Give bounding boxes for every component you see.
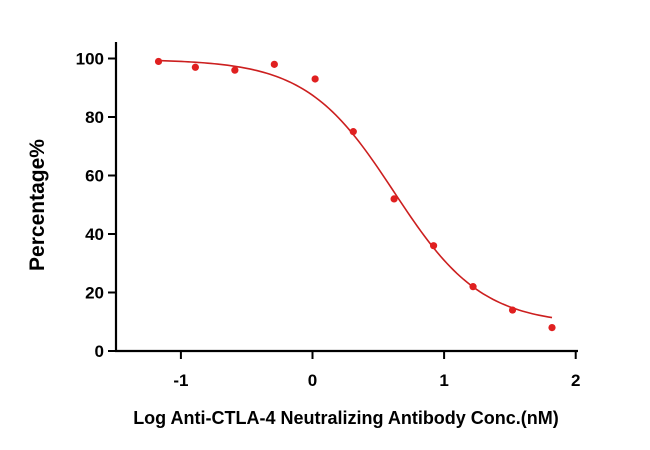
data-point [469,283,477,291]
y-tick-label: 40 [85,225,104,244]
data-point [508,306,517,314]
data-point [270,60,278,68]
y-tick-label: 80 [85,108,104,127]
data-point [349,128,357,136]
data-point [231,66,239,74]
x-tick-label: -1 [173,371,188,390]
y-tick-label: 20 [85,284,104,303]
x-axis-ticks: -1 0 1 2 [173,351,580,390]
y-axis-ticks: 0 20 40 60 80 100 [76,50,116,361]
data-point [429,242,438,250]
data-points [154,57,556,332]
x-tick-label: 2 [571,371,580,390]
x-tick-label: 1 [439,371,448,390]
y-tick-label: 60 [85,167,104,186]
fit-curve [158,59,553,319]
y-axis-title: Percentage% [26,139,49,271]
data-point [191,63,199,71]
x-axis-title: Log Anti-CTLA-4 Neutralizing Antibody Co… [133,408,559,428]
x-tick-label: 0 [308,371,317,390]
data-point [390,195,398,203]
fit-curve-layer [158,59,553,319]
y-tick-label: 0 [95,342,104,361]
data-point [548,324,556,332]
data-point [311,75,319,83]
data-point [154,57,163,66]
y-tick-label: 100 [76,50,104,69]
